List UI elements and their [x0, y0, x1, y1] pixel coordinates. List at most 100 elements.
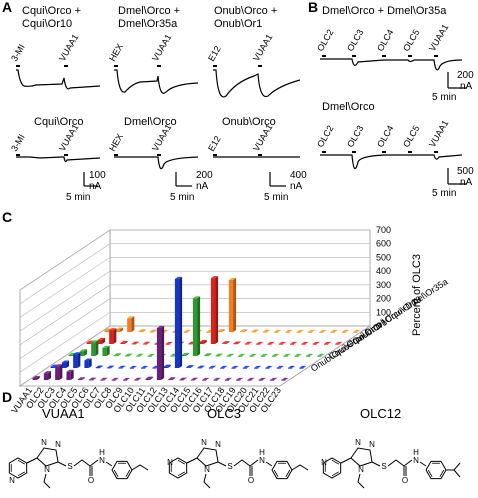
- c-bar-side: [287, 353, 291, 356]
- triazole-ring: [196, 447, 219, 467]
- atom-label: N: [167, 458, 173, 467]
- c-bar-front: [145, 378, 150, 380]
- c-bar-side: [117, 353, 121, 356]
- c-z-tick-label: 500: [376, 252, 391, 262]
- c-bar-side: [228, 377, 232, 380]
- c-bar-top: [163, 364, 171, 367]
- c-bar-front: [208, 367, 214, 369]
- c-z-tick-label: 700: [376, 225, 391, 235]
- c-bar-front: [183, 331, 188, 333]
- c-bar: [127, 316, 135, 332]
- c-bar-front: [317, 355, 322, 357]
- c-bar-front: [122, 379, 128, 381]
- c-bar-side: [187, 329, 191, 332]
- c-bar-front: [73, 354, 78, 368]
- c-bar: [129, 365, 137, 369]
- c-bar: [231, 365, 239, 369]
- c-bar-front: [265, 367, 270, 369]
- a-col1-title-line1: Cqui\Orco +: [22, 5, 81, 17]
- c-bar-top: [143, 341, 151, 344]
- c-bar-side: [88, 358, 92, 368]
- c-bar-top: [251, 329, 259, 332]
- c-bar-top: [190, 377, 199, 380]
- c-bar-side: [233, 277, 237, 332]
- c-bar-side: [292, 365, 296, 368]
- c-bar-front: [136, 355, 141, 357]
- c-bar-side: [161, 325, 165, 380]
- c-bar-top: [147, 353, 155, 356]
- c-bar: [228, 277, 237, 332]
- a-scale1-unit: nA: [89, 181, 102, 192]
- c-bar-front: [118, 367, 123, 369]
- bond: [26, 457, 38, 464]
- c-bar-top: [233, 341, 241, 344]
- c-bar-front: [217, 331, 222, 332]
- c-bar-front: [143, 343, 148, 345]
- c-bar-side: [145, 365, 149, 368]
- c-bar-front: [192, 298, 198, 356]
- c-bar-top: [228, 277, 237, 280]
- b-scale1-unit: nA: [460, 81, 473, 92]
- c-bar: [242, 365, 250, 369]
- c-z-tick-label: 300: [376, 280, 391, 290]
- b1-stim-olc4: OLC4: [375, 28, 395, 53]
- panel-label-d: D: [2, 389, 12, 405]
- c-z-tick-label: 0: [376, 321, 381, 331]
- atom-label: N: [201, 438, 207, 447]
- c-bar-side: [310, 353, 314, 356]
- a3-stim-e12: E12: [206, 44, 223, 63]
- a-row2-title-cqui: Cqui\Orco: [34, 116, 84, 128]
- c-bar: [102, 345, 110, 356]
- c-bar-front: [244, 343, 250, 345]
- c-bar-side: [102, 337, 106, 344]
- c-bar-top: [341, 329, 350, 332]
- c-bar-top: [77, 377, 85, 380]
- atom-label: S: [227, 462, 232, 471]
- c-bar-top: [156, 325, 165, 328]
- c-bar-top: [97, 337, 106, 340]
- c-bar: [213, 377, 221, 381]
- c-bar-front: [287, 367, 293, 369]
- c-bar-front: [97, 339, 103, 344]
- double-bond: [285, 469, 291, 477]
- c-bar-side: [244, 329, 248, 332]
- c-bar: [341, 329, 350, 333]
- c-bar-side: [197, 296, 201, 356]
- c-bar: [91, 340, 99, 356]
- c-bar-front: [188, 343, 193, 345]
- c-bar-front: [111, 379, 116, 381]
- c-bar-top: [192, 296, 201, 299]
- c-bar-side: [312, 329, 316, 332]
- c-bar: [283, 353, 291, 357]
- b-scale1-time: 5 min: [432, 92, 456, 103]
- c-bar: [77, 377, 85, 381]
- c-bar: [136, 353, 144, 357]
- c-bar: [210, 276, 219, 344]
- bond: [249, 459, 259, 467]
- c-bar-side: [138, 377, 142, 380]
- c-bar-top: [269, 377, 278, 380]
- c-bar: [260, 353, 268, 357]
- c-bar: [202, 377, 210, 381]
- c-bar-top: [312, 341, 320, 344]
- a-scale-bar-1: [83, 172, 98, 187]
- c-bar: [265, 365, 273, 369]
- c-bar-side: [357, 329, 361, 332]
- c-bar: [143, 341, 151, 345]
- c-bar-side: [104, 377, 108, 380]
- c-bar-front: [236, 379, 241, 381]
- c-bar-front: [319, 331, 324, 333]
- c-bar-top: [301, 341, 309, 344]
- c-bar-top: [242, 365, 250, 368]
- c-bar: [61, 360, 70, 368]
- c-bar-top: [308, 329, 316, 332]
- a4-stim-3mi: 3-MI: [9, 132, 27, 153]
- c-bar-top: [138, 329, 146, 332]
- b-scale2-unit: nA: [460, 177, 473, 188]
- bond: [419, 461, 427, 467]
- c-bar: [272, 353, 280, 357]
- c-bar: [323, 341, 332, 345]
- a-row2-title-onub: Onub\Orco: [222, 116, 276, 128]
- c-bar-front: [100, 379, 105, 381]
- aromatic-ring: [425, 460, 447, 480]
